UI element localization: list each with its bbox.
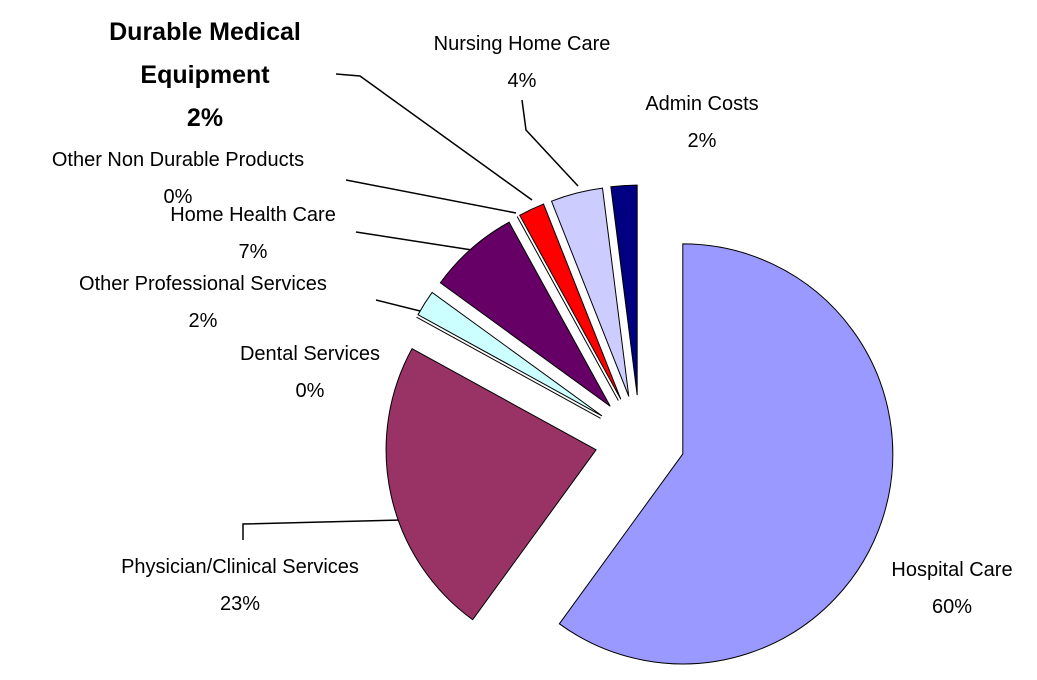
category-label: Physician/Clinical Services <box>121 556 359 578</box>
slice-label: Hospital Care 60% <box>782 552 1037 626</box>
pie-slice <box>516 216 619 401</box>
slice-label: Physician/Clinical Services 23% <box>70 549 410 623</box>
value-label: 60% <box>931 596 973 618</box>
value-label: 2% <box>188 310 218 332</box>
leader-line <box>345 179 517 214</box>
category-label: Other Non Durable Products <box>51 149 305 171</box>
value-label: 0% <box>295 380 325 402</box>
pie-slice <box>558 243 894 665</box>
value-label: 7% <box>238 241 268 263</box>
value-label: 2% <box>687 130 717 152</box>
leader-line <box>521 99 579 187</box>
slice-label: Admin Costs 2% <box>532 86 872 160</box>
value-label: 23% <box>219 593 261 615</box>
leader-lines <box>242 73 579 540</box>
category-label: Admin Costs <box>645 93 759 115</box>
slice-label: Nursing Home Care 4% <box>352 26 692 100</box>
slice-label: Other Professional Services 2% <box>33 266 373 340</box>
pie-slice <box>518 203 622 400</box>
category-label: Hospital Care <box>891 559 1013 581</box>
category-label: Home Health Care <box>170 204 336 226</box>
slice-label: Durable Medical Equipment 2% <box>65 11 345 140</box>
slice-label: Dental Services 0% <box>140 336 480 410</box>
category-label: Durable Medical Equipment <box>109 18 301 89</box>
pie-slice <box>439 221 611 407</box>
category-label: Nursing Home Care <box>433 33 611 55</box>
value-label: 4% <box>507 70 537 92</box>
value-label: 0% <box>163 186 193 208</box>
leader-line <box>335 73 533 201</box>
pie-slice <box>417 291 603 417</box>
value-label: 2% <box>186 104 224 132</box>
pie-slice <box>385 347 597 621</box>
slice-label: Other Non Durable Products 0% <box>8 142 348 216</box>
category-label: Other Professional Services <box>79 273 327 295</box>
pie-slice <box>610 184 638 396</box>
leader-line <box>242 519 403 540</box>
leader-line <box>355 231 473 251</box>
pie-slice <box>416 316 601 419</box>
pie-slice <box>550 187 630 397</box>
slice-label: Home Health Care 7% <box>83 197 423 271</box>
category-label: Dental Services <box>239 343 381 365</box>
